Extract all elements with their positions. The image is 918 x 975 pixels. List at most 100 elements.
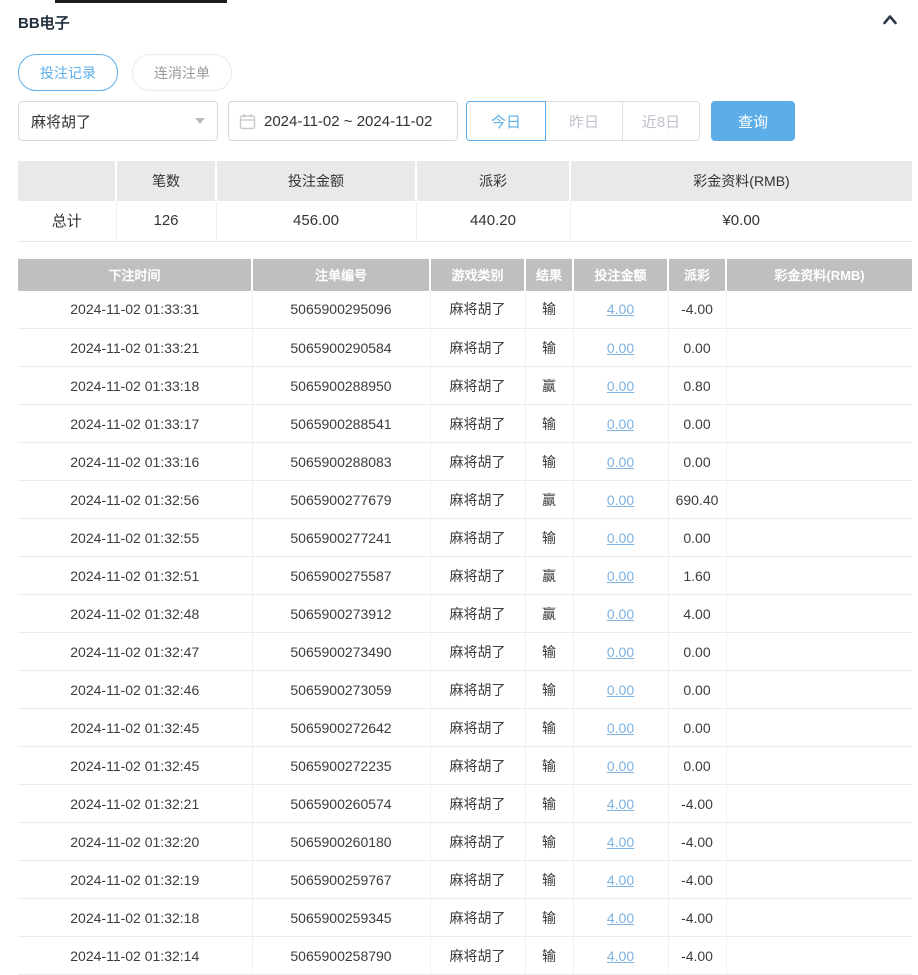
bet-amount-cell: 4.00 xyxy=(573,785,668,823)
bet-amount-cell: 4.00 xyxy=(573,291,668,329)
bet-time-cell: 2024-11-02 01:32:48 xyxy=(18,595,252,633)
bonus-cell xyxy=(726,443,912,481)
payout-cell: 1.60 xyxy=(668,557,726,595)
table-row: 2024-11-02 01:33:21 5065900290584 麻将胡了 输… xyxy=(18,329,912,367)
last-8-days-button[interactable]: 近8日 xyxy=(622,101,700,141)
search-button[interactable]: 查询 xyxy=(711,101,795,141)
payout-cell: 0.00 xyxy=(668,747,726,785)
result-cell: 输 xyxy=(525,443,573,481)
bet-amount-link[interactable]: 0.00 xyxy=(607,758,634,774)
game-type-cell: 麻将胡了 xyxy=(430,329,525,367)
bet-time-cell: 2024-11-02 01:32:18 xyxy=(18,899,252,937)
bet-time-cell: 2024-11-02 01:32:55 xyxy=(18,519,252,557)
order-number-cell: 5065900290584 xyxy=(252,329,430,367)
order-number-cell: 5065900273059 xyxy=(252,671,430,709)
game-type-cell: 麻将胡了 xyxy=(430,557,525,595)
bet-amount-cell: 0.00 xyxy=(573,595,668,633)
bet-amount-link[interactable]: 0.00 xyxy=(607,644,634,660)
bet-amount-cell: 0.00 xyxy=(573,443,668,481)
table-row: 2024-11-02 01:32:20 5065900260180 麻将胡了 输… xyxy=(18,823,912,861)
bet-amount-link[interactable]: 4.00 xyxy=(607,872,634,888)
order-number-cell: 5065900275587 xyxy=(252,557,430,595)
game-type-cell: 麻将胡了 xyxy=(430,823,525,861)
bet-amount-link[interactable]: 0.00 xyxy=(607,720,634,736)
result-cell: 输 xyxy=(525,747,573,785)
tab-bet-records[interactable]: 投注记录 xyxy=(18,54,118,91)
result-cell: 输 xyxy=(525,633,573,671)
bet-amount-link[interactable]: 0.00 xyxy=(607,682,634,698)
game-type-cell: 麻将胡了 xyxy=(430,671,525,709)
game-type-cell: 麻将胡了 xyxy=(430,633,525,671)
order-number-cell: 5065900277241 xyxy=(252,519,430,557)
records-tbody: 2024-11-02 01:33:31 5065900295096 麻将胡了 输… xyxy=(18,291,912,975)
summary-total-label: 总计 xyxy=(18,201,116,241)
caret-down-icon xyxy=(195,118,205,124)
order-number-cell: 5065900259767 xyxy=(252,861,430,899)
bet-amount-link[interactable]: 4.00 xyxy=(607,301,634,317)
bonus-cell xyxy=(726,747,912,785)
table-row: 2024-11-02 01:32:51 5065900275587 麻将胡了 赢… xyxy=(18,557,912,595)
result-cell: 输 xyxy=(525,405,573,443)
order-number-cell: 5065900273912 xyxy=(252,595,430,633)
bet-amount-link[interactable]: 0.00 xyxy=(607,492,634,508)
bet-amount-cell: 0.00 xyxy=(573,405,668,443)
order-number-cell: 5065900277679 xyxy=(252,481,430,519)
table-row: 2024-11-02 01:32:56 5065900277679 麻将胡了 赢… xyxy=(18,481,912,519)
bonus-cell xyxy=(726,785,912,823)
date-range-picker[interactable]: 2024-11-02 ~ 2024-11-02 xyxy=(228,101,458,141)
payout-cell: 0.00 xyxy=(668,671,726,709)
summary-total-row: 总计 126 456.00 440.20 ¥0.00 xyxy=(18,201,912,241)
table-row: 2024-11-02 01:32:47 5065900273490 麻将胡了 输… xyxy=(18,633,912,671)
yesterday-button[interactable]: 昨日 xyxy=(545,101,623,141)
bet-amount-link[interactable]: 0.00 xyxy=(607,568,634,584)
bet-amount-cell: 0.00 xyxy=(573,671,668,709)
payout-cell: -4.00 xyxy=(668,785,726,823)
bet-amount-link[interactable]: 0.00 xyxy=(607,606,634,622)
records-header-bonus: 彩金资料(RMB) xyxy=(726,259,912,291)
summary-header-bet-amount: 投注金额 xyxy=(216,161,416,201)
bonus-cell xyxy=(726,633,912,671)
game-type-cell: 麻将胡了 xyxy=(430,405,525,443)
result-cell: 输 xyxy=(525,785,573,823)
game-type-cell: 麻将胡了 xyxy=(430,785,525,823)
bet-amount-link[interactable]: 4.00 xyxy=(607,834,634,850)
today-button[interactable]: 今日 xyxy=(466,101,546,141)
payout-cell: 0.00 xyxy=(668,519,726,557)
order-number-cell: 5065900295096 xyxy=(252,291,430,329)
bet-amount-link[interactable]: 4.00 xyxy=(607,910,634,926)
result-cell: 输 xyxy=(525,291,573,329)
table-row: 2024-11-02 01:32:45 5065900272642 麻将胡了 输… xyxy=(18,709,912,747)
bet-amount-cell: 4.00 xyxy=(573,937,668,975)
bet-amount-link[interactable]: 0.00 xyxy=(607,416,634,432)
bonus-cell xyxy=(726,595,912,633)
order-number-cell: 5065900258790 xyxy=(252,937,430,975)
order-number-cell: 5065900273490 xyxy=(252,633,430,671)
result-cell: 输 xyxy=(525,329,573,367)
game-type-cell: 麻将胡了 xyxy=(430,595,525,633)
bet-amount-link[interactable]: 4.00 xyxy=(607,796,634,812)
order-number-cell: 5065900288950 xyxy=(252,367,430,405)
game-select[interactable]: 麻将胡了 xyxy=(18,101,218,141)
collapse-button[interactable] xyxy=(880,10,900,35)
payout-cell: -4.00 xyxy=(668,937,726,975)
bet-time-cell: 2024-11-02 01:32:14 xyxy=(18,937,252,975)
bonus-cell xyxy=(726,519,912,557)
summary-total-count: 126 xyxy=(116,201,216,241)
bet-amount-link[interactable]: 0.00 xyxy=(607,340,634,356)
bet-amount-link[interactable]: 0.00 xyxy=(607,530,634,546)
bet-amount-link[interactable]: 0.00 xyxy=(607,378,634,394)
order-number-cell: 5065900260574 xyxy=(252,785,430,823)
records-header-result: 结果 xyxy=(525,259,573,291)
summary-header-payout: 派彩 xyxy=(416,161,570,201)
bet-amount-cell: 0.00 xyxy=(573,329,668,367)
tab-cancelled-orders[interactable]: 连消注单 xyxy=(132,54,232,91)
bet-time-cell: 2024-11-02 01:32:45 xyxy=(18,709,252,747)
payout-cell: 4.00 xyxy=(668,595,726,633)
bonus-cell xyxy=(726,557,912,595)
payout-cell: 0.00 xyxy=(668,633,726,671)
game-type-cell: 麻将胡了 xyxy=(430,519,525,557)
records-header-bet: 投注金额 xyxy=(573,259,668,291)
result-cell: 赢 xyxy=(525,481,573,519)
bet-amount-link[interactable]: 0.00 xyxy=(607,454,634,470)
